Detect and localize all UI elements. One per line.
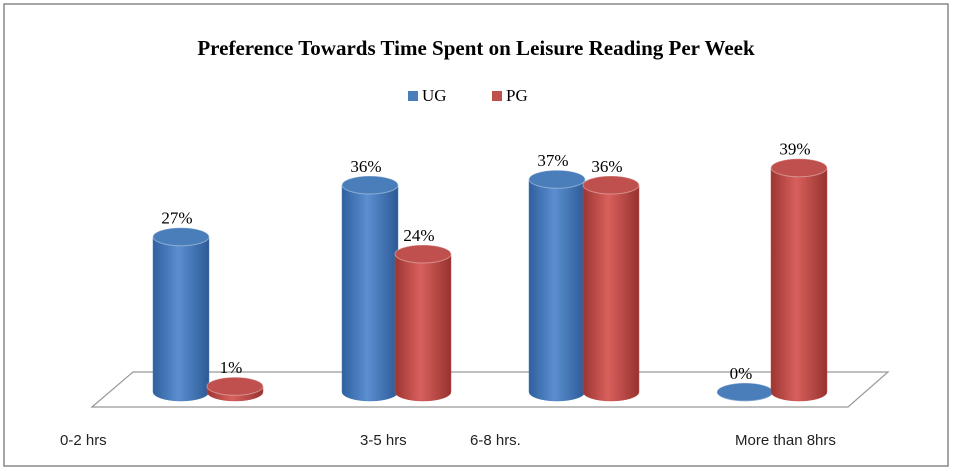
value-label: 37% <box>537 151 568 170</box>
bar <box>582 184 640 402</box>
bar <box>528 179 586 402</box>
value-label: 27% <box>161 209 192 228</box>
bar <box>341 184 399 402</box>
value-label: 36% <box>350 157 381 176</box>
legend-label: UG <box>422 86 447 105</box>
bar-top <box>341 175 399 195</box>
x-tick-label: More than 8hrs <box>735 432 836 449</box>
x-tick-label: 3-5 hrs <box>360 432 407 449</box>
bar-top <box>770 158 828 178</box>
x-tick-label: 0-2 hrs <box>60 432 107 449</box>
legend-label: PG <box>506 86 528 105</box>
bar-top <box>716 382 774 402</box>
value-label: 39% <box>779 140 810 159</box>
bar <box>394 253 452 402</box>
value-label: 0% <box>730 364 753 383</box>
legend-swatch <box>408 91 418 101</box>
bar-top <box>394 244 452 264</box>
bar-top <box>528 169 586 189</box>
value-label: 24% <box>403 226 434 245</box>
bar <box>770 167 828 402</box>
legend-swatch <box>492 91 502 101</box>
floor <box>90 371 890 408</box>
x-tick-label: 6-8 hrs. <box>470 432 521 449</box>
bar-top <box>152 227 210 247</box>
bar <box>152 236 210 402</box>
value-label: 1% <box>220 358 243 377</box>
bar-top <box>206 376 264 396</box>
bar-top <box>582 175 640 195</box>
chart-title: Preference Towards Time Spent on Leisure… <box>197 36 755 60</box>
value-label: 36% <box>591 157 622 176</box>
